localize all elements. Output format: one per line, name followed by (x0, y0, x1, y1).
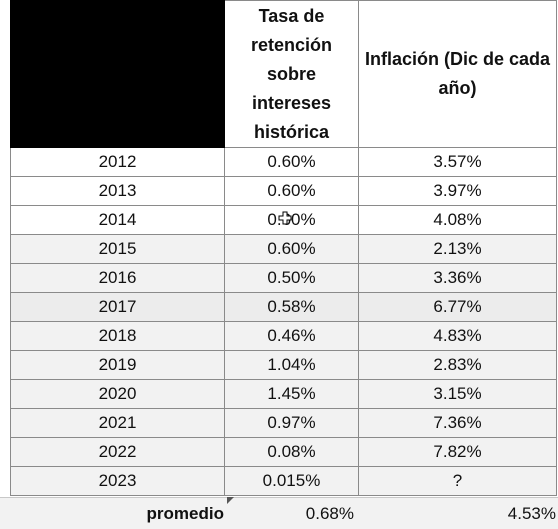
header-cell-blank[interactable] (10, 0, 225, 148)
table-row: 2016 0.50% 3.36% (10, 263, 557, 293)
table-row: 2022 0.08% 7.82% (10, 437, 557, 467)
table-row: 2012 0.60% 3.57% (10, 147, 557, 177)
table-row: 2017 0.58% 6.77% (10, 292, 557, 322)
table-row: 2018 0.46% 4.83% (10, 321, 557, 351)
rate-cell[interactable]: 1.45% (224, 379, 359, 409)
year-cell[interactable]: 2016 (10, 263, 225, 293)
header-cell-inflation[interactable]: Inflación (Dic de cada año) (358, 0, 557, 148)
average-rate-cell[interactable]: 0.68% (305, 504, 354, 523)
table-header: Tasa de retención sobre intereses histór… (10, 0, 557, 148)
table-row: 2013 0.60% 3.97% (10, 176, 557, 206)
year-cell[interactable]: 2023 (10, 466, 225, 496)
rate-cell[interactable]: 0.60% (224, 205, 359, 235)
cell-error-indicator-icon (227, 497, 234, 504)
table-body: 2012 0.60% 3.57% 2013 0.60% 3.97% 2014 0… (10, 147, 557, 496)
inflation-cell[interactable]: 4.83% (358, 321, 557, 351)
table-row: 2015 0.60% 2.13% (10, 234, 557, 264)
year-cell[interactable]: 2021 (10, 408, 225, 438)
header-cell-retention-rate[interactable]: Tasa de retención sobre intereses histór… (224, 0, 359, 148)
rate-cell[interactable]: 0.60% (224, 234, 359, 264)
year-cell[interactable]: 2020 (10, 379, 225, 409)
table-row: 2019 1.04% 2.83% (10, 350, 557, 380)
inflation-cell[interactable]: 3.57% (358, 147, 557, 177)
rate-cell[interactable]: 0.46% (224, 321, 359, 351)
rate-cell[interactable]: 0.60% (224, 176, 359, 206)
table-row: 2021 0.97% 7.36% (10, 408, 557, 438)
year-cell[interactable]: 2014 (10, 205, 225, 235)
rate-cell[interactable]: 0.015% (224, 466, 359, 496)
year-cell[interactable]: 2018 (10, 321, 225, 351)
average-label-cell[interactable]: promedio (146, 504, 224, 523)
inflation-cell[interactable]: 2.13% (358, 234, 557, 264)
inflation-cell[interactable]: 3.15% (358, 379, 557, 409)
table-row: 2023 0.015% ? (10, 466, 557, 496)
year-cell[interactable]: 2012 (10, 147, 225, 177)
summary-row: promedio 0.68% 4.53% (0, 497, 558, 529)
inflation-cell[interactable]: ? (358, 466, 557, 496)
rate-cell[interactable]: 0.60% (224, 147, 359, 177)
retention-inflation-table: Tasa de retención sobre intereses histór… (10, 0, 557, 496)
rate-cell[interactable]: 1.04% (224, 350, 359, 380)
rate-cell[interactable]: 0.97% (224, 408, 359, 438)
year-cell[interactable]: 2015 (10, 234, 225, 264)
inflation-cell[interactable]: 4.08% (358, 205, 557, 235)
average-inflation-cell[interactable]: 4.53% (507, 504, 556, 523)
inflation-cell[interactable]: 2.83% (358, 350, 557, 380)
year-cell[interactable]: 2017 (10, 292, 225, 322)
inflation-cell[interactable]: 7.82% (358, 437, 557, 467)
rate-cell[interactable]: 0.50% (224, 263, 359, 293)
table-row: 2014 0.60% 4.08% (10, 205, 557, 235)
inflation-cell[interactable]: 6.77% (358, 292, 557, 322)
header-inflation-label: Inflación (Dic de cada año) (364, 49, 551, 98)
header-retention-label: Tasa de retención sobre intereses histór… (250, 5, 333, 142)
inflation-cell[interactable]: 7.36% (358, 408, 557, 438)
inflation-cell[interactable]: 3.36% (358, 263, 557, 293)
year-cell[interactable]: 2019 (10, 350, 225, 380)
rate-cell[interactable]: 0.08% (224, 437, 359, 467)
table-row: 2020 1.45% 3.15% (10, 379, 557, 409)
header-row: Tasa de retención sobre intereses histór… (10, 0, 557, 148)
inflation-cell[interactable]: 3.97% (358, 176, 557, 206)
year-cell[interactable]: 2013 (10, 176, 225, 206)
year-cell[interactable]: 2022 (10, 437, 225, 467)
rate-cell[interactable]: 0.58% (224, 292, 359, 322)
